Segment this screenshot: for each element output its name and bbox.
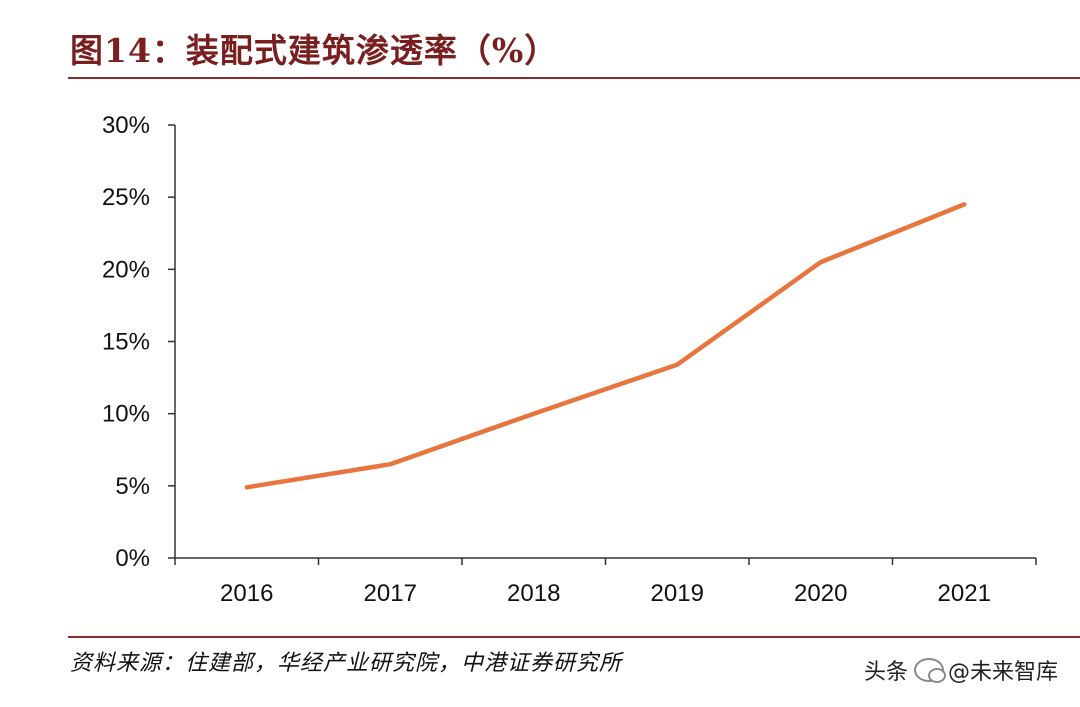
y-tick-label: 5% <box>115 473 150 500</box>
chart-title: 图14：装配式建筑渗透率（%） <box>70 31 559 70</box>
y-tick-label: 25% <box>102 184 150 211</box>
x-tick-label: 2021 <box>938 580 991 607</box>
x-tick-label: 2017 <box>364 580 417 607</box>
x-tick-label: 2019 <box>651 580 704 607</box>
x-tick-label: 2018 <box>507 580 560 607</box>
y-axis: 0% 5% 10% 15% 20% 25% 30% <box>102 112 176 572</box>
watermark: 头条 @未来智库 <box>864 654 1058 686</box>
title-divider <box>68 77 1080 79</box>
x-tick-label: 2016 <box>220 580 273 607</box>
y-tick-label: 15% <box>102 329 150 356</box>
y-tick-label: 30% <box>102 112 150 139</box>
wechat-logo-icon <box>913 658 946 683</box>
source-note: 资料来源：住建部，华经产业研究院，中港证券研究所 <box>70 651 623 676</box>
y-tick-label: 10% <box>102 401 150 428</box>
y-tick-label: 0% <box>115 545 150 572</box>
series-line <box>244 202 967 490</box>
watermark-handle: @未来智库 <box>947 660 1058 685</box>
x-axis: 2016 2017 2018 2019 2020 2021 <box>174 557 1037 607</box>
x-tick-label: 2020 <box>794 580 847 607</box>
y-tick-label: 20% <box>102 256 150 283</box>
series-group <box>244 202 967 490</box>
watermark-prefix: 头条 <box>863 660 908 685</box>
footer-divider <box>68 636 1080 638</box>
